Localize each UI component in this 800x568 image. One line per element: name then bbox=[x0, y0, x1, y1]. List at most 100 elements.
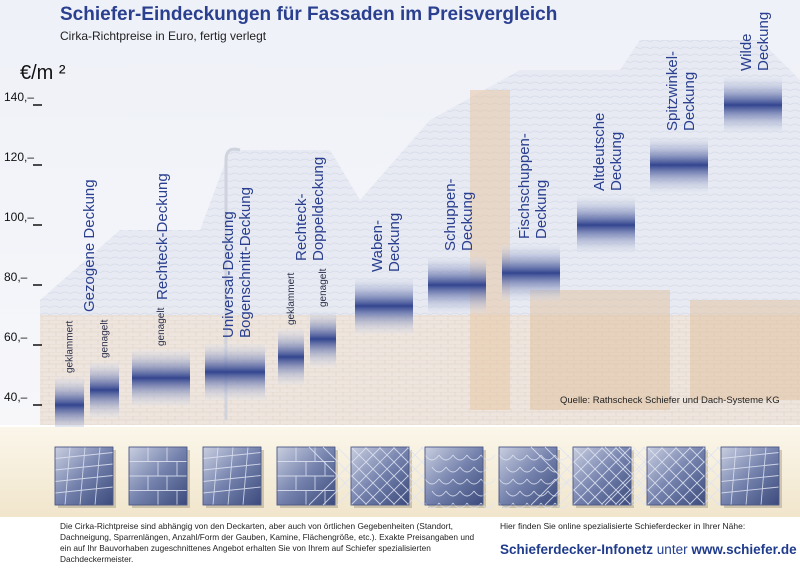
link-url[interactable]: www.schiefer.de bbox=[691, 542, 797, 557]
tile-line bbox=[94, 446, 101, 506]
tile-scale bbox=[466, 502, 482, 509]
tile-border bbox=[128, 446, 188, 506]
tile-border bbox=[350, 446, 410, 506]
tile-border bbox=[54, 446, 114, 506]
source-note: Quelle: Rathscheck Schiefer und Dach-Sys… bbox=[560, 395, 780, 406]
bar bbox=[278, 329, 304, 385]
tile-scale bbox=[533, 490, 549, 497]
tile-line bbox=[212, 446, 219, 506]
tile-line bbox=[572, 446, 632, 506]
y-tick-label: 100,– bbox=[4, 210, 34, 224]
tile-scale bbox=[519, 466, 535, 473]
tile-scale bbox=[526, 502, 542, 509]
variant-label: geklammert bbox=[286, 273, 297, 325]
tile-line bbox=[720, 486, 780, 494]
bar bbox=[310, 311, 336, 367]
tile-line bbox=[54, 475, 114, 482]
house-photo-background bbox=[0, 0, 800, 425]
tile-line bbox=[227, 446, 234, 506]
y-axis-unit: €/m ² bbox=[20, 62, 66, 84]
tile-line bbox=[530, 446, 590, 506]
tile-texture bbox=[424, 454, 496, 509]
tile-scale bbox=[438, 502, 454, 509]
bar bbox=[650, 137, 708, 193]
website-link[interactable]: Schieferdecker-Infonetz unter www.schief… bbox=[500, 542, 797, 557]
tile-scale bbox=[505, 490, 521, 497]
tile-line bbox=[760, 446, 767, 506]
tile-scale bbox=[540, 502, 556, 509]
footer-hint: Hier finden Sie online spezialisierte Sc… bbox=[500, 521, 746, 531]
tile-scale bbox=[431, 490, 447, 497]
tile-scale bbox=[512, 478, 528, 485]
tile-scale bbox=[473, 490, 489, 497]
category-label: Waben- bbox=[369, 220, 386, 272]
category-label: Gezogene Deckung bbox=[81, 179, 98, 312]
y-tick-label: 140,– bbox=[4, 90, 34, 104]
bar bbox=[577, 197, 635, 253]
tile-scale bbox=[438, 478, 454, 485]
tile-line bbox=[618, 446, 678, 506]
tile-line bbox=[720, 475, 780, 482]
bar bbox=[502, 245, 560, 301]
bar bbox=[428, 257, 486, 313]
category-label: Altdeutsche bbox=[591, 113, 608, 191]
variant-label: genagelt bbox=[156, 307, 167, 346]
tile-line bbox=[660, 446, 720, 506]
tile-scale bbox=[512, 454, 528, 461]
variant-label: genagelt bbox=[318, 268, 329, 307]
tile-texture bbox=[202, 446, 262, 506]
tile-border bbox=[202, 446, 262, 506]
bar bbox=[132, 350, 190, 406]
tile-scale bbox=[498, 502, 514, 509]
category-label: Rechteck-Deckung bbox=[154, 173, 171, 300]
tile-texture bbox=[498, 454, 570, 509]
tile-line bbox=[308, 446, 368, 506]
tile-line bbox=[54, 486, 114, 494]
tile-scale bbox=[473, 466, 489, 473]
category-label: Universal-Deckung bbox=[220, 211, 237, 338]
tile-line bbox=[730, 446, 737, 506]
tile-scale bbox=[424, 502, 440, 509]
tile-scale bbox=[459, 490, 475, 497]
bar bbox=[205, 344, 265, 400]
tile-border bbox=[424, 446, 484, 506]
tile-scale bbox=[505, 466, 521, 473]
link-infonetz[interactable]: Schieferdecker-Infonetz bbox=[500, 542, 654, 557]
tile-scale bbox=[466, 478, 482, 485]
tile-border bbox=[646, 446, 706, 506]
tile-line bbox=[202, 463, 262, 471]
tile-line bbox=[558, 446, 618, 506]
bar bbox=[55, 377, 84, 433]
bars bbox=[55, 77, 782, 433]
tile-texture bbox=[54, 446, 114, 506]
tile-scale bbox=[480, 454, 496, 461]
tile-border bbox=[572, 446, 632, 506]
category-label: Deckung bbox=[608, 132, 625, 191]
variant-label: genagelt bbox=[100, 319, 111, 358]
category-label: Doppeldeckung bbox=[310, 157, 327, 261]
y-tick-label: 80,– bbox=[4, 270, 28, 284]
category-label: Schuppen- bbox=[442, 178, 459, 251]
y-tick-label: 60,– bbox=[4, 330, 28, 344]
tile-border bbox=[276, 446, 336, 506]
category-label: Deckung bbox=[533, 180, 550, 239]
tile-scale bbox=[445, 490, 461, 497]
tile-texture bbox=[129, 447, 187, 505]
tile-border bbox=[720, 446, 780, 506]
category-label: Deckung bbox=[459, 192, 476, 251]
tile-scale bbox=[445, 466, 461, 473]
tile-scale bbox=[554, 502, 570, 509]
page-subtitle: Cirka-Richtpreise in Euro, fertig verleg… bbox=[60, 29, 267, 43]
tile-scale bbox=[498, 454, 514, 461]
tile-scale bbox=[498, 478, 514, 485]
category-label: Deckung bbox=[386, 213, 403, 272]
tile-scale bbox=[431, 466, 447, 473]
tile-scale bbox=[452, 454, 468, 461]
tile-scale bbox=[526, 478, 542, 485]
tile-line bbox=[202, 486, 262, 494]
tile-border bbox=[498, 446, 558, 506]
y-tick-label: 120,– bbox=[4, 150, 34, 164]
tile-line bbox=[202, 475, 262, 482]
